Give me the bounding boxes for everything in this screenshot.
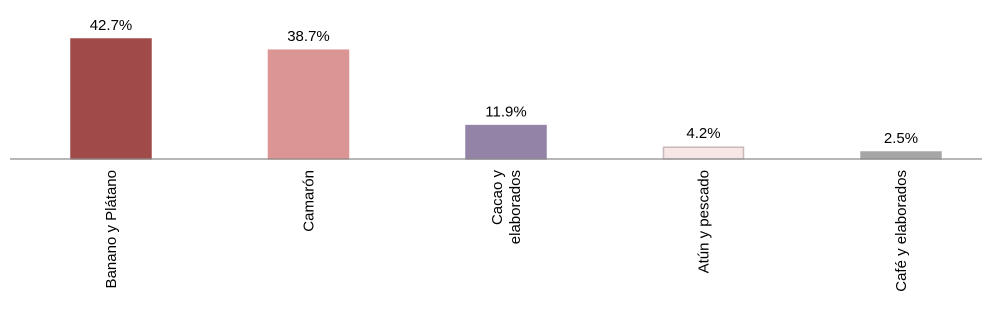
x-tick-label-5-line-1: Café y elaborados (893, 170, 910, 292)
data-label-2: 38.7% (287, 28, 330, 45)
x-tick-label-2: Camarón (301, 170, 318, 232)
data-label-3: 11.9% (485, 104, 526, 121)
x-tick-label-5: Café y elaborados (893, 170, 910, 292)
bar-5 (860, 151, 942, 160)
x-tick-label-3-line-2: elaborados (507, 170, 524, 244)
x-tick-label-1: Banano y Plátano (103, 170, 120, 288)
data-labels-group: 42.7% 38.7% 11.9% 4.2% 2.5% (90, 17, 918, 147)
x-tick-label-3-line-1: Cacao y (489, 170, 506, 226)
x-tick-label-4-line-1: Atún y pescado (696, 170, 713, 273)
x-tick-label-3: Cacao y elaborados (489, 170, 524, 245)
data-label-4: 4.2% (686, 125, 720, 142)
bars-group (70, 38, 942, 160)
x-tick-label-4: Atún y pescado (696, 170, 713, 273)
data-label-1: 42.7% (90, 17, 133, 34)
x-tick-labels-group: Banano y Plátano Camarón Cacao y elaborados… (103, 170, 910, 292)
data-label-5: 2.5% (884, 130, 918, 147)
bar-3 (465, 124, 547, 160)
bar-2 (267, 49, 350, 160)
x-tick-label-2-line-1: Camarón (301, 170, 318, 232)
bar-1 (70, 38, 152, 160)
bar-4 (662, 146, 745, 160)
x-tick-label-1-line-1: Banano y Plátano (103, 170, 120, 288)
